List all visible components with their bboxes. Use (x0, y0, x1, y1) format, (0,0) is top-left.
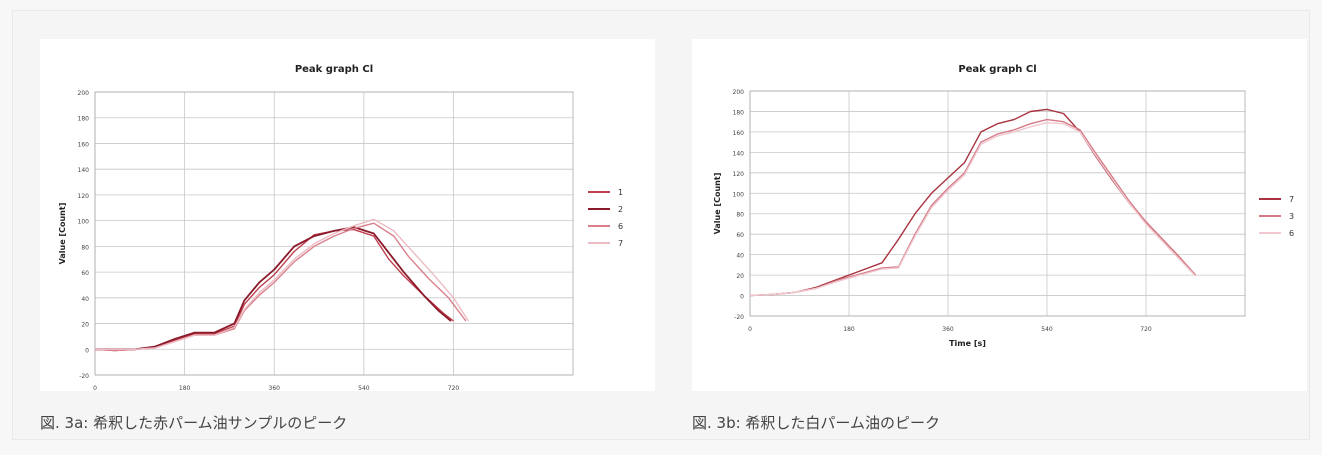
x-tick-label: 540 (358, 385, 370, 391)
y-tick-label: 60 (736, 232, 744, 239)
x-tick-label: 720 (448, 385, 460, 391)
y-tick-label: 200 (78, 90, 90, 97)
y-tick-label: 160 (733, 130, 745, 137)
x-tick-label: 180 (179, 385, 191, 391)
y-tick-label: -20 (79, 373, 89, 380)
figure-3b: Peak graph Cl -20 0 20 40 60 80 100 120 140 160 180… (692, 39, 1307, 432)
chart-title: Peak graph Cl (295, 64, 373, 75)
figure-3a: Peak graph Cl -20 0 20 40 60 80 100 120 140 160 180… (40, 39, 655, 432)
y-tick-label: 80 (81, 244, 89, 251)
chart-3b-container: Peak graph Cl -20 0 20 40 60 80 100 120 140 160 180… (692, 39, 1307, 391)
x-tick-label: 720 (1140, 326, 1152, 333)
y-tick-label: 140 (733, 150, 745, 157)
series-line-7 (95, 218, 469, 350)
plot-area (94, 91, 574, 376)
x-tick-label: 0 (93, 385, 97, 391)
y-tick-label: 160 (78, 141, 90, 148)
legend-label-6: 6 (618, 222, 623, 231)
series-line-6 (749, 122, 1197, 297)
y-tick-label: -20 (734, 314, 744, 321)
y-tick-label: 40 (81, 296, 89, 303)
y-axis-label: Value [Count] (58, 203, 67, 265)
x-tick-label: 540 (1041, 326, 1053, 333)
x-tick-label: 180 (843, 326, 855, 333)
series-line-6 (94, 222, 467, 352)
caption-3b: 図. 3b: 希釈した白パーム油のピーク (692, 414, 940, 432)
x-tick-label: 0 (748, 326, 752, 333)
y-tick-label: 0 (740, 294, 744, 301)
plot-area (749, 90, 1246, 317)
y-tick-label: 20 (736, 273, 744, 280)
y-axis-label: Value [Count] (713, 173, 722, 235)
chart-3b: Peak graph Cl-20020406080100120140160180… (713, 64, 1294, 348)
legend-label-7: 7 (618, 239, 623, 248)
y-tick-label: 20 (81, 322, 89, 329)
legend-label-7: 7 (1289, 195, 1294, 204)
x-tick-label: 360 (269, 385, 281, 391)
y-tick-label: 200 (733, 89, 745, 96)
y-tick-label: 180 (78, 116, 90, 123)
legend-label-3: 3 (1289, 212, 1294, 221)
legend-label-6: 6 (1289, 229, 1294, 238)
chart-title: Peak graph Cl (958, 64, 1036, 75)
chart-3a-container: Peak graph Cl -20 0 20 40 60 80 100 120 140 160 180… (40, 39, 655, 407)
y-tick-label: 40 (736, 253, 744, 260)
y-tick-label: 100 (78, 219, 90, 226)
legend-label-2: 2 (618, 205, 623, 214)
series-line-2 (95, 226, 452, 351)
chart-3a: Peak graph Cl-20020406080100120140160180… (58, 64, 623, 407)
y-tick-label: 80 (736, 212, 744, 219)
y-tick-label: 120 (78, 193, 90, 200)
y-tick-label: 120 (733, 171, 745, 178)
y-tick-label: 60 (81, 270, 89, 277)
legend-label-1: 1 (618, 188, 623, 197)
x-tick-label: 360 (942, 326, 954, 333)
x-axis-label: Time [s] (949, 339, 986, 348)
y-tick-label: 140 (78, 167, 90, 174)
series-line-3 (749, 118, 1197, 297)
y-tick-label: 0 (85, 347, 89, 354)
y-tick-label: 100 (733, 191, 745, 198)
caption-3a: 図. 3a: 希釈した赤パーム油サンプルのピーク (40, 414, 348, 432)
y-tick-label: 180 (733, 109, 745, 116)
